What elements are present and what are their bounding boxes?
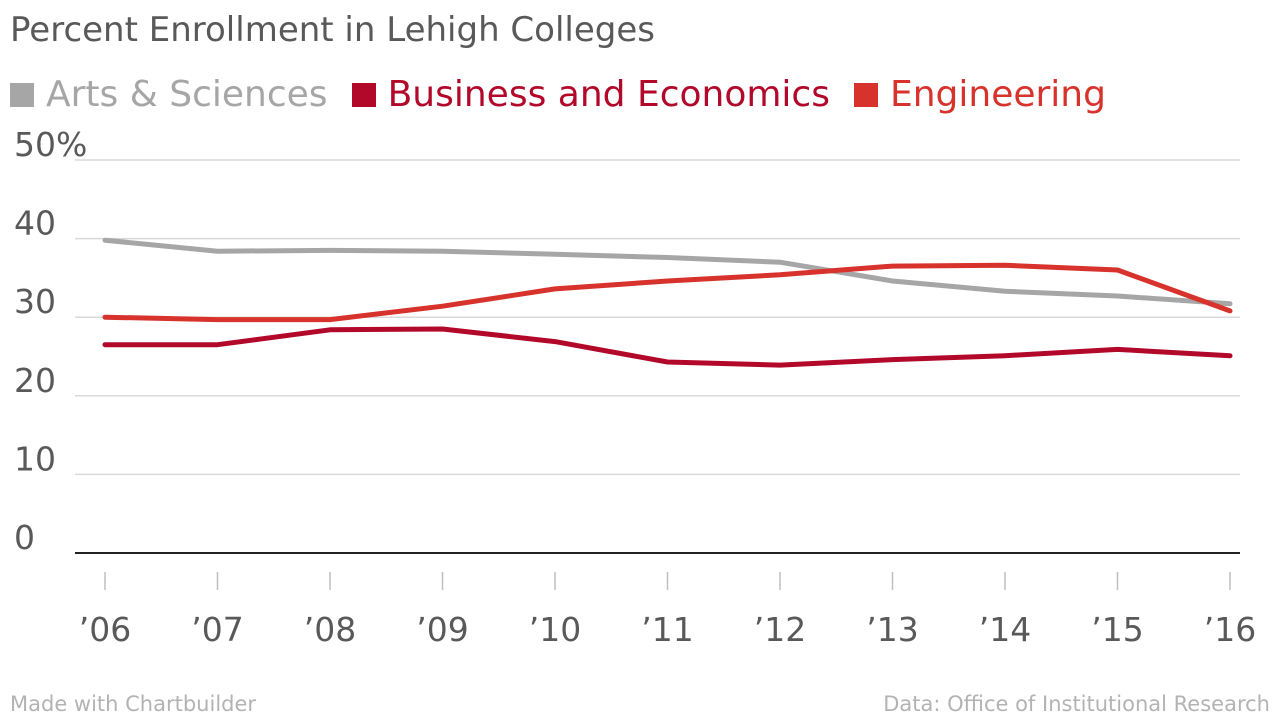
y-tick-label: 30 (14, 282, 56, 321)
footer-source: Data: Office of Institutional Research (883, 692, 1270, 716)
x-tick-label: ’13 (866, 610, 918, 649)
x-tick-label: ’08 (304, 610, 356, 649)
y-tick-label: 0 (14, 518, 35, 557)
x-tick-label: ’12 (754, 610, 806, 649)
y-tick-label: 10 (14, 439, 56, 478)
legend-label-arts-sciences: Arts & Sciences (46, 74, 328, 115)
x-tick-label: ’15 (1091, 610, 1143, 649)
legend-item-arts-sciences: Arts & Sciences (10, 74, 328, 115)
legend-label-business-economics: Business and Economics (387, 74, 830, 115)
x-tick-label: ’11 (641, 610, 693, 649)
series-line-business-economics (102, 326, 1233, 368)
legend-item-engineering: Engineering (853, 74, 1106, 115)
x-tick-label: ’16 (1204, 610, 1256, 649)
legend-swatch-engineering (853, 82, 878, 107)
x-tick-label: ’10 (529, 610, 581, 649)
x-tick-label: ’07 (191, 610, 243, 649)
footer-credit: Made with Chartbuilder (10, 692, 257, 716)
y-tick-label: 20 (14, 361, 56, 400)
legend: Arts & Sciences Business and Economics E… (10, 74, 1130, 115)
y-tick-label: 50% (14, 125, 87, 164)
x-tick-label: ’09 (416, 610, 468, 649)
legend-swatch-arts-sciences (10, 82, 34, 107)
legend-swatch-business-economics (351, 82, 376, 107)
x-tick-label: ’06 (79, 610, 131, 649)
series-line-engineering (102, 262, 1233, 323)
x-tick-label: ’14 (979, 610, 1031, 649)
series-line-arts-sciences (102, 237, 1233, 307)
legend-label-engineering: Engineering (889, 74, 1106, 115)
chart-title: Percent Enrollment in Lehigh Colleges (10, 10, 655, 50)
legend-item-business-economics: Business and Economics (351, 74, 830, 115)
y-tick-label: 40 (14, 204, 56, 243)
